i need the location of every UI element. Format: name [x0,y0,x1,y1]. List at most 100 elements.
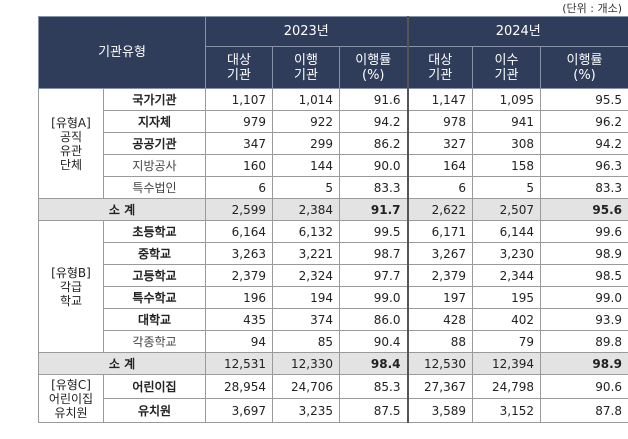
cell-value: 1,107 [205,88,273,111]
cell-value: 28,954 [205,374,273,399]
row-name: 유치원 [103,398,206,423]
row: 각종학교 94 85 90.4 88 79 89.8 [39,330,628,353]
cell-value: 99.0 [339,286,408,309]
cell-value: 99.0 [540,286,628,309]
cell-value: 402 [472,308,541,331]
row-name: 어린이집 [103,374,206,399]
cell-value: 194 [272,286,340,309]
cell-value: 3,152 [472,398,541,423]
subtotal-value: 2,622 [406,198,473,221]
year-header: 2023년 [205,16,408,47]
subtotal-value: 12,330 [272,352,340,375]
cell-value: 1,147 [406,88,473,111]
row: 기관유형 2023년 2024년 [38,16,628,89]
subtotal-label: 소 계 [38,352,206,375]
cell-value: 6,164 [205,220,273,243]
column-header: 이행률 (%) [339,46,408,89]
cell-value: 164 [406,154,473,177]
column-header: 이행률 (%) [540,46,628,89]
cell-value: 374 [272,308,340,331]
cell-value: 2,324 [272,264,340,287]
subtotal-value: 12,530 [406,352,473,375]
row: [유형C] 어린이집 유치원 어린이집 28,954 24,706 85.3 27,367… [38,374,628,423]
row-name: 국가기관 [103,88,206,111]
subtotal-label: 소 계 [38,198,206,221]
cell-value: 24,798 [472,374,541,399]
row: 특수법인 6 5 83.3 6 5 83.3 [39,176,628,199]
cell-value: 197 [406,286,473,309]
cell-value: 2,379 [406,264,473,287]
row-name: 공공기관 [103,132,206,155]
cell-value: 195 [472,286,541,309]
cell-value: 941 [472,110,541,133]
cell-value: 6 [205,176,273,199]
cell-value: 99.5 [339,220,408,243]
cell-value: 94.2 [540,132,628,155]
cell-value: 98.9 [540,242,628,265]
cell-value: 347 [205,132,273,155]
cell-value: 327 [406,132,473,155]
cell-value: 6,171 [406,220,473,243]
cell-value: 979 [205,110,273,133]
cell-value: 86.0 [339,308,408,331]
cell-value: 308 [472,132,541,155]
cell-value: 98.7 [339,242,408,265]
cell-value: 85 [272,330,340,353]
cell-value: 96.3 [540,154,628,177]
cell-value: 299 [272,132,340,155]
cell-value: 85.3 [339,374,408,399]
subtotal-value: 98.9 [540,352,628,375]
cell-value: 24,706 [272,374,340,399]
subtotal-value: 98.4 [339,352,408,375]
cell-value: 3,235 [272,398,340,423]
cell-value: 6,132 [272,220,340,243]
row: 특수학교 196 194 99.0 197 195 99.0 [39,286,628,309]
row-name: 중학교 [103,242,206,265]
cell-value: 88 [406,330,473,353]
row-name: 초등학교 [103,220,206,243]
subtotal-value: 2,599 [205,198,273,221]
row-name: 고등학교 [103,264,206,287]
row-name: 대학교 [103,308,206,331]
cell-value: 3,589 [406,398,473,423]
cell-value: 2,344 [472,264,541,287]
cell-value: 87.8 [540,398,628,423]
row-name: 지방공사 [103,154,206,177]
cell-value: 144 [272,154,340,177]
row: 소 계 2,599 2,384 91.7 2,622 2,507 95.6 [38,198,628,221]
row: 대상 기관 이행 기관 이행률 (%) 대상 기관 이수 기관 이행률 (%) [39,46,628,89]
row: 중학교 3,263 3,221 98.7 3,267 3,230 98.9 [39,242,628,265]
row: 대학교 435 374 86.0 428 402 93.9 [39,308,628,331]
cell-value: 79 [472,330,541,353]
cell-value: 3,230 [472,242,541,265]
column-header: 이수 기관 [472,46,541,89]
subtotal-value: 2,384 [272,198,340,221]
cell-value: 158 [472,154,541,177]
cell-value: 99.6 [540,220,628,243]
group-label: [유형C] 어린이집 유치원 [38,374,104,423]
cell-value: 91.6 [339,88,408,111]
cell-value: 6 [406,176,473,199]
cell-value: 3,263 [205,242,273,265]
cell-value: 3,267 [406,242,473,265]
row-name: 각종학교 [103,330,206,353]
unit-label: (단위 : 개소) [562,2,622,15]
cell-value: 95.5 [540,88,628,111]
cell-value: 3,697 [205,398,273,423]
cell-value: 196 [205,286,273,309]
cell-value: 3,221 [272,242,340,265]
row: [유형B] 각급 학교 초등학교 6,164 6,132 99.5 6,171 6,144 9… [38,220,628,353]
row: 지자체 979 922 94.2 978 941 96.2 [39,110,628,133]
cell-value: 1,095 [472,88,541,111]
row: 유치원 3,697 3,235 87.5 3,589 3,152 87.8 [39,398,628,423]
type-header: 기관유형 [38,16,206,89]
row: 지방공사 160 144 90.0 164 158 96.3 [39,154,628,177]
group-label: [유형B] 각급 학교 [38,220,104,353]
row: 공공기관 347 299 86.2 327 308 94.2 [39,132,628,155]
cell-value: 96.2 [540,110,628,133]
column-header: 이행 기관 [272,46,340,89]
subtotal-value: 91.7 [339,198,408,221]
row-name: 지자체 [103,110,206,133]
cell-value: 922 [272,110,340,133]
